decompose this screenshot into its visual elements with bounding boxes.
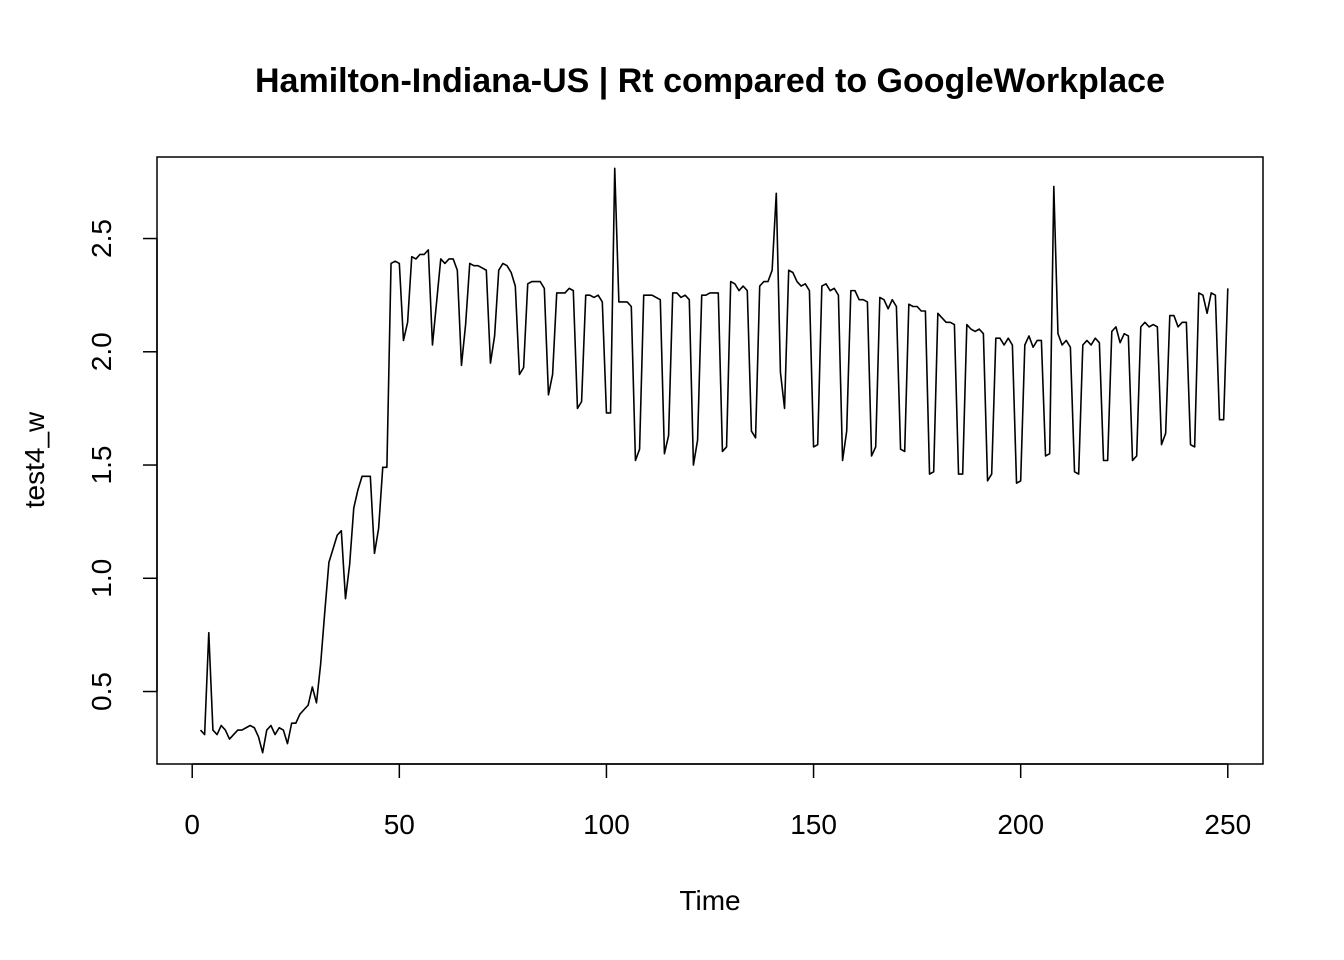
x-axis: 0 50 100 150 200 250	[184, 763, 1251, 840]
x-tick-label: 0	[184, 809, 200, 840]
y-tick-label: 0.5	[86, 672, 117, 711]
series-line	[199, 167, 1229, 754]
y-tick-label: 2.5	[86, 219, 117, 258]
y-axis-label: test4_w	[19, 411, 50, 508]
x-tick-label: 100	[583, 809, 630, 840]
x-tick-label: 150	[790, 809, 837, 840]
y-axis: 0.5 1.0 1.5 2.0 2.5	[86, 219, 158, 711]
y-tick-label: 1.5	[86, 446, 117, 485]
x-tick-label: 250	[1204, 809, 1251, 840]
y-tick-label: 1.0	[86, 559, 117, 598]
y-tick-label: 2.0	[86, 332, 117, 371]
x-axis-label: Time	[679, 885, 740, 916]
chart-title: Hamilton-Indiana-US | Rt compared to Goo…	[255, 62, 1165, 100]
x-tick-label: 200	[997, 809, 1044, 840]
x-tick-label: 50	[384, 809, 415, 840]
